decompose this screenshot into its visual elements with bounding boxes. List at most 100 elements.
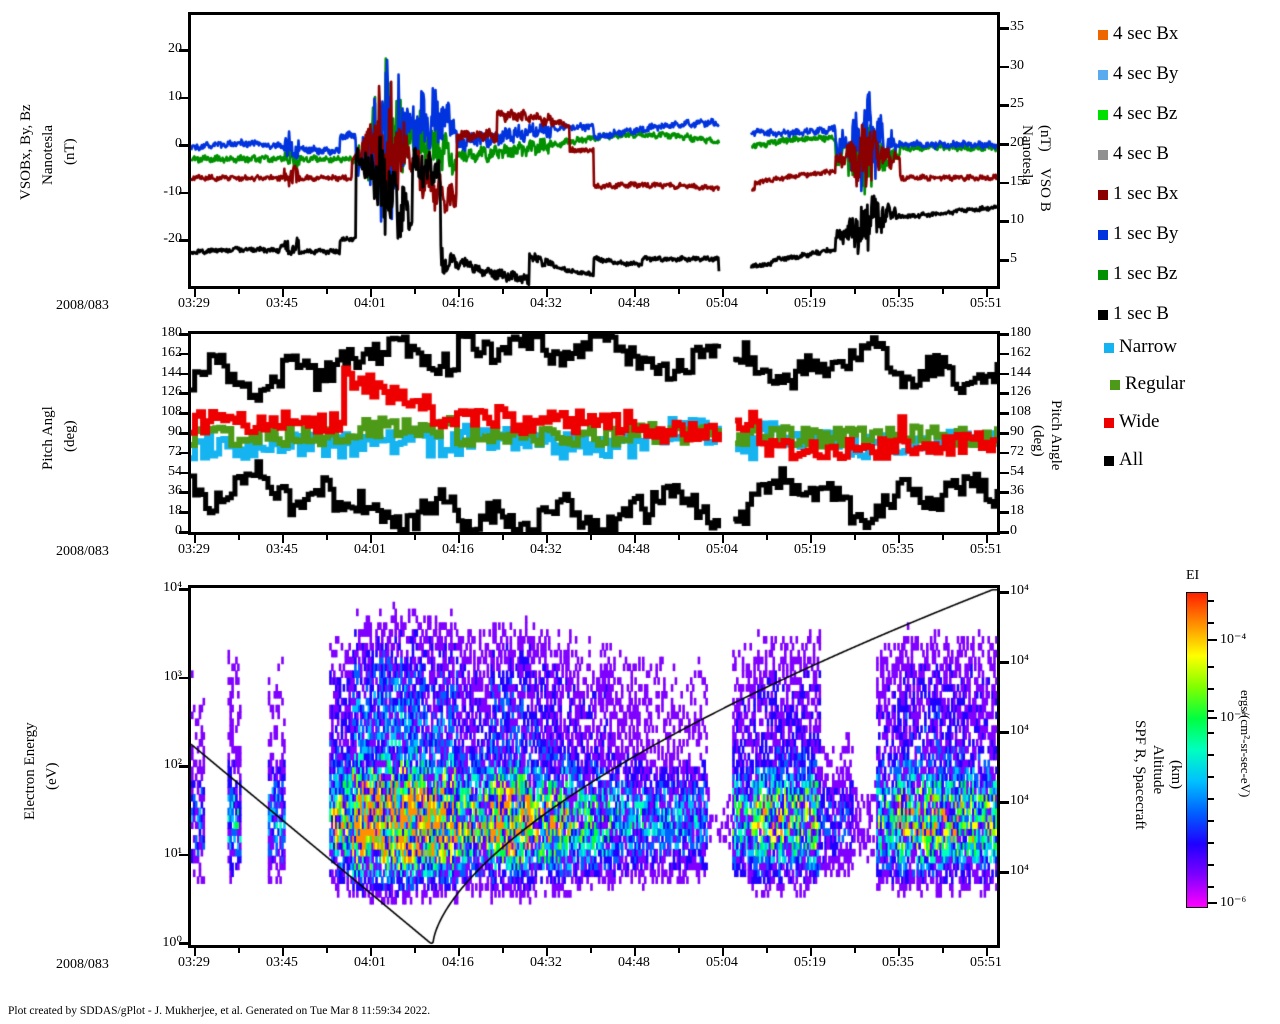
pitch-time-label: 04:16 (442, 542, 474, 557)
mag-right-tick: 15 (1010, 173, 1024, 189)
spec-left-tickmark (179, 765, 188, 768)
mag-time-label: 03:29 (178, 296, 210, 311)
mag-left-tickmark (179, 191, 188, 194)
pitch-left-tick: 162 (161, 344, 182, 360)
spec-right-tickmark (1000, 731, 1009, 734)
pitch-right-tick: 126 (1010, 384, 1031, 400)
legend-swatch-icon (1098, 269, 1108, 280)
colorbar-minor-tickmark (1207, 600, 1214, 602)
legend-item-1-sec-bx[interactable]: 1 sec Bx (1098, 184, 1178, 203)
legend-item-1-sec-bz[interactable]: 1 sec Bz (1098, 264, 1177, 283)
legend-label: Narrow (1119, 336, 1178, 357)
spec-right-tickmark (1000, 591, 1009, 594)
legend-item-narrow[interactable]: Narrow (1104, 337, 1177, 356)
footer-credit-text: Plot created by SDDAS/gPlot - J. Mukherj… (8, 1005, 431, 1017)
pitch-time-tickmark (458, 535, 460, 543)
pitch-time-minor-tickmark (238, 535, 240, 540)
pitch-right-unit-text: (deg) (1030, 425, 1046, 457)
date-label-2-text: 2008/083 (56, 544, 109, 559)
mag-left-tick: 0 (142, 136, 182, 152)
spec-left-unit-text: (eV) (44, 762, 60, 790)
pitch-right-tickmark (1000, 412, 1009, 415)
spec-left-tick: 10¹ (163, 845, 182, 861)
legend-label: Wide (1119, 411, 1160, 432)
pitch-left-axis-title: Pitch Angl (40, 406, 56, 470)
legend-item-regular[interactable]: Regular (1110, 374, 1185, 393)
pitch-right-tick: 108 (1010, 404, 1031, 420)
legend-swatch-icon (1104, 417, 1114, 428)
mag-left-unit1-text: Nanotesla (40, 125, 56, 185)
pitch-time-minor-tickmark (414, 535, 416, 540)
spec-right-tick: 10⁴ (1010, 653, 1029, 668)
pitch-time-minor-tickmark (942, 535, 944, 540)
spec-left-axis-title: Electron Energy (22, 722, 38, 820)
mag-time-minor-tickmark (502, 289, 504, 294)
mag-time-tickmark (546, 289, 548, 297)
legend-item-4-sec-bx[interactable]: 4 sec Bx (1098, 24, 1178, 43)
mag-time-minor-tickmark (854, 289, 856, 294)
spec-time-minor-tickmark (326, 948, 328, 953)
pitch-right-tickmark (1000, 531, 1009, 534)
spec-right-tickmark (1000, 661, 1009, 664)
mag-time-tickmark (810, 289, 812, 297)
spec-time-label: 04:01 (354, 955, 386, 970)
pitch-time-label: 04:32 (530, 542, 562, 557)
legend-item-wide[interactable]: Wide (1104, 412, 1159, 431)
spec-left-tickmark (179, 942, 188, 945)
pitch-left-tickmark (179, 412, 188, 415)
legend-label: 1 sec Bx (1113, 183, 1179, 204)
footer-credit: Plot created by SDDAS/gPlot - J. Mukherj… (8, 1005, 430, 1017)
spec-right-title2: Altitude (1150, 745, 1166, 795)
colorbar-tickmark (1207, 717, 1217, 719)
pitch-time-tickmark (282, 535, 284, 543)
pitch-left-tickmark (179, 392, 188, 395)
spec-right-title1: SPF R, Spacecraft (1132, 720, 1148, 830)
pitch-left-tickmark (179, 372, 188, 376)
legend-label: 4 sec B (1113, 143, 1169, 164)
mag-right-tick: 25 (1010, 96, 1024, 112)
pitch-time-tickmark (194, 535, 196, 543)
spec-right-tick: 10⁴ (1010, 793, 1029, 808)
legend-item-1-sec-b[interactable]: 1 sec B (1098, 304, 1169, 323)
pitch-left-tick: 18 (168, 503, 182, 519)
spec-time-label: 03:45 (266, 955, 298, 970)
legend-swatch-icon (1104, 342, 1114, 353)
mag-left-unit2-text: (nT) (62, 138, 78, 165)
pitch-time-tickmark (898, 535, 900, 543)
pitch-time-minor-tickmark (854, 535, 856, 540)
mag-right-tick: 20 (1010, 135, 1024, 150)
mag-right-unit1-text: Nanotesla (1019, 125, 1035, 185)
legend-label: 1 sec B (1113, 303, 1169, 324)
spec-time-minor-tickmark (942, 948, 944, 953)
pitch-right-tickmark (1000, 392, 1009, 395)
legend-item-all[interactable]: All (1104, 450, 1143, 469)
pitch-left-tickmark (179, 451, 188, 455)
spec-left-tickmark (179, 588, 188, 591)
pitch-right-tick: 90 (1010, 424, 1024, 439)
colorbar-tick-label: 10⁻⁴ (1220, 632, 1247, 647)
legend-label: 1 sec Bz (1113, 263, 1178, 284)
legend-swatch-icon (1104, 455, 1114, 466)
pitch-time-tickmark (986, 535, 988, 543)
spec-left-tickmark (179, 676, 188, 679)
legend-item-4-sec-by[interactable]: 4 sec By (1098, 64, 1178, 83)
legend-item-4-sec-b[interactable]: 4 sec B (1098, 144, 1169, 163)
pitch-left-tickmark (179, 333, 188, 336)
pitch-left-tickmark (179, 352, 188, 356)
spec-time-minor-tickmark (590, 948, 592, 953)
legend-item-4-sec-bz[interactable]: 4 sec Bz (1098, 104, 1177, 123)
mag-time-tickmark (282, 289, 284, 297)
mag-time-minor-tickmark (766, 289, 768, 294)
spec-time-tickmark (986, 948, 988, 956)
legend-label: 4 sec Bz (1113, 103, 1178, 124)
pitch-time-minor-tickmark (766, 535, 768, 540)
spec-time-tickmark (282, 948, 284, 956)
legend-item-1-sec-by[interactable]: 1 sec By (1098, 224, 1178, 243)
spec-time-label: 05:19 (794, 955, 826, 970)
pitch-time-minor-tickmark (590, 535, 592, 540)
pitch-left-tick: 36 (168, 483, 182, 499)
spec-time-minor-tickmark (238, 948, 240, 953)
pitch-right-tick: 54 (1010, 463, 1024, 479)
mag-time-label: 05:19 (794, 296, 826, 311)
mag-time-label: 03:45 (266, 296, 298, 311)
